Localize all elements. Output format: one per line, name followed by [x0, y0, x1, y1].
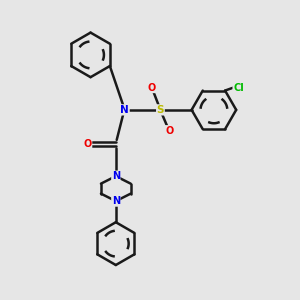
Text: N: N	[120, 105, 129, 115]
Text: N: N	[112, 171, 120, 181]
Text: O: O	[147, 82, 156, 93]
Text: O: O	[83, 139, 92, 149]
Text: S: S	[157, 105, 164, 115]
Text: O: O	[165, 126, 173, 136]
Text: N: N	[112, 196, 120, 206]
Text: Cl: Cl	[233, 82, 244, 93]
